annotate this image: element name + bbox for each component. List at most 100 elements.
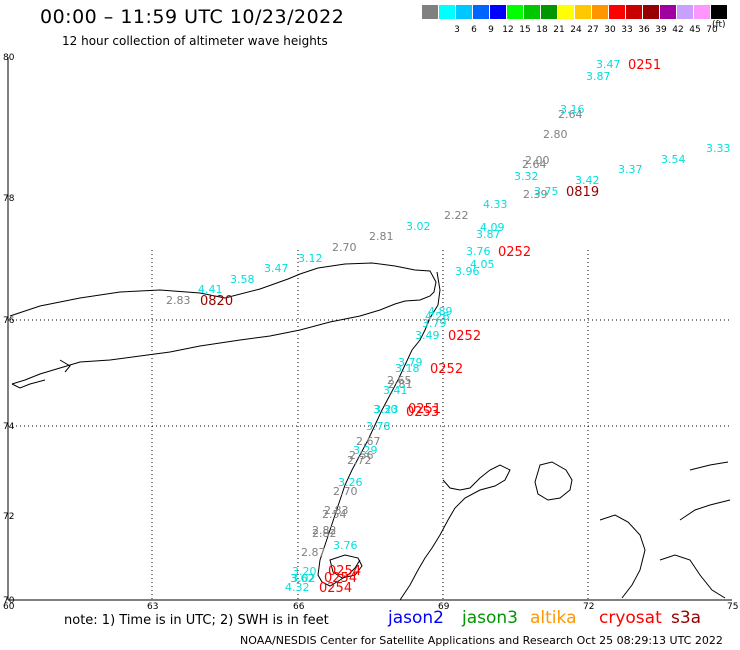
- legend-label: 24: [570, 25, 582, 35]
- wave-height-value: 4.33: [483, 198, 508, 211]
- satellite-altika: altika: [530, 608, 577, 628]
- wave-height-value: 3.78: [366, 420, 391, 433]
- legend-swatch: [660, 5, 676, 19]
- pass-time-label: 0254: [328, 564, 361, 579]
- wave-height-labels: 3.473.873.162.642.803.333.542.002.643.32…: [166, 58, 731, 594]
- wave-height-value: 2.56: [349, 449, 374, 462]
- latitude-label: 78: [3, 194, 15, 204]
- wave-height-value: 3.26: [338, 476, 363, 489]
- wave-height-value: 2.65: [387, 374, 412, 387]
- map-subtitle: 12 hour collection of altimeter wave hei…: [62, 34, 328, 48]
- legend-label: 30: [604, 25, 616, 35]
- legend-label: 12: [502, 25, 514, 35]
- legend-label: 45: [689, 25, 701, 35]
- legend-swatch: [507, 5, 523, 19]
- legend-swatch: [694, 5, 710, 19]
- legend-swatch: [626, 5, 642, 19]
- legend-swatch: [592, 5, 608, 19]
- legend-label: 3: [454, 25, 460, 35]
- graticule: [8, 250, 732, 600]
- longitude-label: 66: [293, 602, 305, 612]
- longitude-label: 69: [438, 602, 450, 612]
- wave-height-value: 2.22: [444, 209, 469, 222]
- wave-height-value: 2.67: [356, 435, 381, 448]
- legend-swatch: [558, 5, 574, 19]
- wave-height-value: 3.42: [575, 174, 600, 187]
- wave-height-value: 2.81: [388, 378, 413, 391]
- coastline: [9, 262, 731, 601]
- wave-height-value: 3.32: [514, 170, 539, 183]
- wave-height-value: 2.00: [525, 154, 550, 167]
- longitude-label: 63: [147, 602, 158, 612]
- wave-height-value: 3.49: [415, 329, 440, 342]
- wave-height-value: 3.12: [298, 252, 323, 265]
- wave-height-value: 2.64: [558, 108, 583, 121]
- wave-height-value: 4.05: [470, 258, 495, 271]
- wave-height-value: 3.87: [586, 70, 611, 83]
- wave-height-value: 4.26: [425, 310, 450, 323]
- wave-height-value: 3.16: [560, 103, 585, 116]
- latitude-label: 74: [3, 422, 15, 432]
- longitude-label: 72: [583, 602, 594, 612]
- wave-height-value: 3.75: [534, 185, 559, 198]
- legend-label: 6: [471, 25, 477, 35]
- legend-label: 9: [488, 25, 494, 35]
- footer-note: note: 1) Time is in UTC; 2) SWH is in fe…: [64, 613, 329, 628]
- wave-height-value: 3.23: [374, 403, 399, 416]
- legend-swatch: [643, 5, 659, 19]
- map-title: 00:00 – 11:59 UTC 10/23/2022: [40, 6, 345, 28]
- wave-height-value: 3.33: [706, 142, 731, 155]
- wave-height-value: 2.39: [523, 188, 548, 201]
- wave-height-value: 3.29: [353, 444, 378, 457]
- satellite-cryosat: cryosat: [599, 608, 662, 628]
- pass-time-label: 0254: [324, 571, 357, 586]
- legend-label: 27: [587, 25, 599, 35]
- wave-height-value: 2.54: [322, 508, 347, 521]
- legend-label: 21: [553, 25, 565, 35]
- latitude-label: 80: [3, 53, 15, 63]
- wave-height-value: 3.79: [422, 317, 447, 330]
- wave-height-value: 3.41: [383, 384, 408, 397]
- pass-time-label: 0252: [448, 329, 481, 344]
- legend-label: 18: [536, 25, 548, 35]
- pass-time-label: 0251: [628, 58, 661, 73]
- legend-label: 42: [672, 25, 684, 35]
- legend-swatch: [677, 5, 693, 19]
- legend-swatch: [609, 5, 625, 19]
- pass-time-label: 0251: [408, 402, 441, 417]
- wave-height-value: 3.96: [455, 265, 480, 278]
- legend-swatch: [456, 5, 472, 19]
- pass-time-label: 0820: [200, 294, 233, 309]
- wave-height-value: 2.80: [543, 128, 568, 141]
- wave-height-value: 3.37: [618, 163, 643, 176]
- legend-label: 15: [519, 25, 531, 35]
- wave-height-value: 3.79: [398, 356, 423, 369]
- wave-height-value: 4.09: [480, 221, 505, 234]
- pass-time-label: 0252: [498, 245, 531, 260]
- legend-swatch: [490, 5, 506, 19]
- wave-height-value: 3.30: [373, 403, 398, 416]
- latitude-label: 70: [3, 596, 15, 606]
- longitude-label: 60: [3, 602, 15, 612]
- latitude-label: 76: [3, 316, 15, 326]
- latitude-label: 72: [3, 512, 14, 522]
- wave-height-value: 2.83: [324, 504, 349, 517]
- longitude-label: 75: [727, 602, 738, 612]
- wave-height-value: 3.76: [333, 539, 358, 552]
- wave-height-value: 3.87: [476, 228, 501, 241]
- satellite-jason2: jason2: [388, 608, 444, 628]
- legend-label: 39: [655, 25, 667, 35]
- map-frame: [7, 57, 732, 601]
- legend-swatch: [439, 5, 455, 19]
- wave-height-value: 4.41: [198, 283, 223, 296]
- wave-height-value: 3.47: [596, 58, 621, 71]
- legend-swatch: [575, 5, 591, 19]
- legend-swatch: [541, 5, 557, 19]
- legend-swatch: [473, 5, 489, 19]
- wave-height-value: 2.72: [347, 454, 372, 467]
- wave-height-value: 2.83: [166, 294, 191, 307]
- wave-height-value: 4.32: [285, 581, 310, 594]
- wave-height-value: 3.20: [292, 565, 317, 578]
